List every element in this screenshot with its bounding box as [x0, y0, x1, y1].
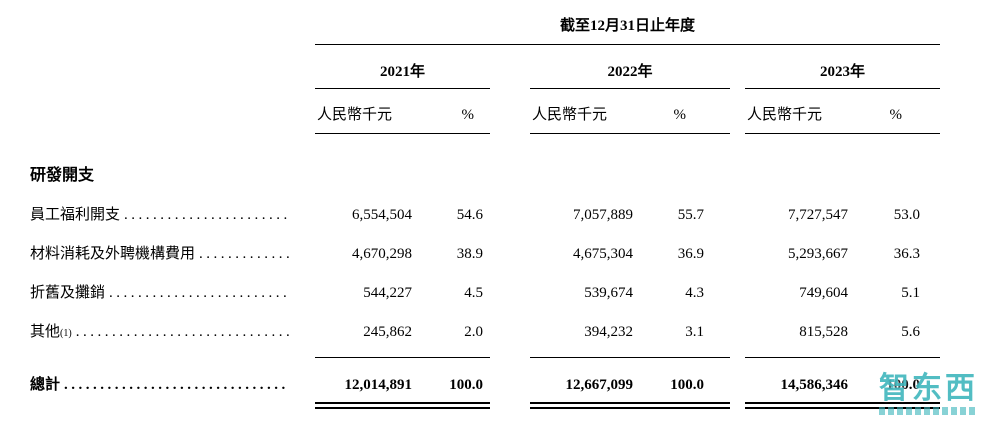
- pct-2021: 4.5: [464, 284, 483, 301]
- amount-2023: 7,727,547: [788, 206, 848, 223]
- double-rule-2021: [315, 402, 490, 409]
- column-gap: [730, 402, 745, 409]
- spacer: [30, 103, 315, 134]
- pct-2021: 2.0: [464, 323, 483, 340]
- total-label: 總計: [30, 377, 315, 398]
- dot-leader: [124, 207, 289, 224]
- unit-label: 人民幣千元: [532, 107, 608, 123]
- amount-2022: 4,675,304: [573, 245, 633, 262]
- subheader-2022: 人民幣千元 %: [530, 103, 730, 134]
- subheader-row: 人民幣千元 % 人民幣千元 % 人民幣千元 %: [30, 103, 1000, 134]
- unit-label: 人民幣千元: [747, 107, 823, 123]
- dot-leader: [109, 285, 289, 302]
- row-label-text: 材料消耗及外聘機構費用: [30, 245, 196, 262]
- table-row: 員工福利開支 6,554,504 54.6 7,057,889 55.7 7,7…: [30, 186, 1000, 225]
- row-label: 員工福利開支: [30, 207, 315, 225]
- spacer: [30, 14, 315, 45]
- total-pct-2021: 100.0: [449, 376, 483, 393]
- double-rule-2023: [745, 402, 940, 409]
- total-pct-2022: 100.0: [670, 376, 704, 393]
- period-header-row: 截至12月31日止年度: [30, 14, 1000, 45]
- pct-2023: 5.1: [901, 284, 920, 301]
- spacer: [30, 60, 315, 89]
- year-header-2021: 2021年: [315, 60, 490, 89]
- pct-2021: 54.6: [456, 206, 483, 223]
- column-gap: [730, 357, 745, 358]
- column-gap: [730, 103, 745, 134]
- column-gap: [490, 60, 530, 89]
- spacer: [30, 402, 315, 409]
- section-header: 研發開支: [30, 167, 95, 184]
- pct-2021: 38.9: [456, 245, 483, 262]
- percent-label: %: [673, 107, 687, 123]
- total-label-text: 總計: [30, 376, 61, 393]
- amount-2023: 815,528: [799, 323, 848, 340]
- dot-leader: [64, 377, 289, 394]
- total-amount-2022: 12,667,099: [565, 376, 634, 393]
- year-header-2023: 2023年: [745, 60, 940, 89]
- amount-2021: 544,227: [363, 284, 412, 301]
- percent-label: %: [889, 107, 903, 123]
- unit-label: 人民幣千元: [317, 107, 393, 123]
- double-rule-2022: [530, 402, 730, 409]
- column-gap: [490, 357, 530, 358]
- subtotal-rule-row: [30, 357, 1000, 358]
- amount-2022: 7,057,889: [573, 206, 633, 223]
- amount-2022: 539,674: [584, 284, 633, 301]
- amount-2021: 6,554,504: [352, 206, 412, 223]
- dot-leader: [76, 324, 289, 341]
- row-label-text: 其他: [30, 323, 61, 340]
- pct-2023: 5.6: [901, 323, 920, 340]
- pct-2022: 55.7: [677, 206, 704, 223]
- rule-2022: [530, 357, 730, 358]
- row-label-text: 員工福利開支: [30, 206, 121, 223]
- pct-2022: 4.3: [685, 284, 704, 301]
- row-label: 其他 (1): [30, 324, 315, 342]
- rule-2023: [745, 357, 940, 358]
- table-row: 其他(1) 245,862 2.0 394,232 3.1 815,528 5.…: [30, 303, 1000, 342]
- total-amount-2021: 12,014,891: [344, 376, 413, 393]
- spacer: [30, 357, 315, 358]
- subheader-2021: 人民幣千元 %: [315, 103, 490, 134]
- dot-leader: [199, 246, 289, 263]
- amount-2022: 394,232: [584, 323, 633, 340]
- pct-2022: 3.1: [685, 323, 704, 340]
- column-gap: [490, 103, 530, 134]
- rule-2021: [315, 357, 490, 358]
- column-gap: [730, 60, 745, 89]
- year-header-row: 2021年 2022年 2023年: [30, 60, 1000, 89]
- amount-2023: 749,604: [799, 284, 848, 301]
- amount-2021: 245,862: [363, 323, 412, 340]
- pct-2023: 53.0: [893, 206, 920, 223]
- row-label-text: 折舊及攤銷: [30, 284, 106, 301]
- table-row: 折舊及攤銷 544,227 4.5 539,674 4.3 749,604 5.…: [30, 264, 1000, 303]
- percent-label: %: [461, 107, 475, 123]
- row-label: 折舊及攤銷: [30, 285, 315, 303]
- amount-2023: 5,293,667: [788, 245, 848, 262]
- total-amount-2023: 14,586,346: [780, 376, 849, 393]
- row-label: 材料消耗及外聘機構費用: [30, 246, 315, 264]
- pct-2022: 36.9: [677, 245, 704, 262]
- total-row: 總計 12,014,891 100.0 12,667,099 100.0 14,…: [30, 358, 1000, 398]
- year-header-2022: 2022年: [530, 60, 730, 89]
- period-header: 截至12月31日止年度: [315, 14, 940, 45]
- subheader-2023: 人民幣千元 %: [745, 103, 940, 134]
- total-pct-2023: 100.0: [886, 376, 920, 393]
- total-double-rule-row: [30, 402, 1000, 409]
- table-row: 材料消耗及外聘機構費用 4,670,298 38.9 4,675,304 36.…: [30, 225, 1000, 264]
- amount-2021: 4,670,298: [352, 245, 412, 262]
- pct-2023: 36.3: [893, 245, 920, 262]
- column-gap: [490, 402, 530, 409]
